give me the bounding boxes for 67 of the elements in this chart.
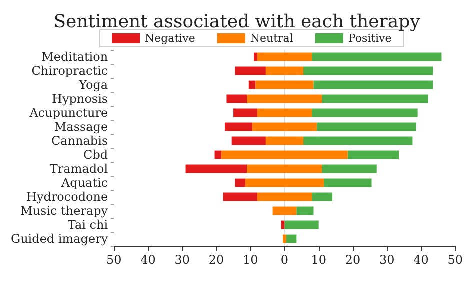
y-tick-label: Cbd — [84, 148, 108, 162]
y-tick-label: Tramadol — [50, 162, 108, 176]
bar — [186, 164, 248, 174]
legend-label: Neutral — [250, 32, 294, 45]
bar — [226, 94, 248, 104]
x-tick-label: 20 — [208, 253, 224, 267]
bar — [234, 108, 258, 118]
bar — [266, 66, 304, 76]
y-tick-label: Chiropractic — [32, 64, 108, 78]
bar — [284, 220, 319, 230]
x-tick-label: 30 — [174, 253, 190, 267]
y-tick-label: Hypnosis — [52, 92, 108, 106]
bar — [254, 52, 258, 62]
y-tick-label: Hydrocodone — [26, 190, 108, 204]
bar — [266, 136, 304, 146]
bar — [304, 136, 413, 146]
bar — [312, 108, 418, 118]
bar — [348, 150, 400, 160]
x-tick-label: 10 — [242, 253, 258, 267]
bar — [322, 164, 377, 174]
y-tick-label: Guided imagery — [10, 232, 108, 246]
bar — [222, 150, 348, 160]
bar — [312, 192, 333, 202]
bar — [314, 80, 434, 90]
bar — [286, 234, 297, 244]
x-tick-label: 40 — [140, 253, 156, 267]
legend-label: Negative — [145, 32, 196, 45]
bar — [312, 52, 442, 62]
bar — [232, 136, 266, 146]
bar — [247, 164, 322, 174]
y-tick-label: Massage — [54, 120, 108, 134]
bar — [235, 66, 266, 76]
chart-title: Sentiment associated with each therapy — [54, 12, 422, 32]
bar — [257, 52, 312, 62]
y-tick-label: Yoga — [78, 78, 108, 92]
bar — [317, 122, 416, 132]
bar — [248, 80, 256, 90]
x-tick-label: 50 — [448, 253, 464, 267]
x-tick-label: 40 — [414, 253, 429, 267]
bar — [257, 108, 312, 118]
bar — [256, 80, 314, 90]
bar — [214, 150, 222, 160]
y-tick-label: Cannabis — [51, 134, 108, 148]
bar — [225, 122, 252, 132]
bar — [247, 94, 322, 104]
y-tick-label: Meditation — [42, 50, 108, 64]
legend-label: Positive — [348, 32, 392, 45]
bar — [257, 192, 312, 202]
x-tick-label: 20 — [345, 253, 361, 267]
x-tick-label: 10 — [311, 253, 326, 267]
bar — [304, 66, 434, 76]
bar — [235, 178, 246, 188]
y-tick-label: Tai chi — [68, 218, 108, 232]
y-tick-label: Acupuncture — [28, 106, 108, 120]
bar — [322, 94, 428, 104]
x-tick-label: 0 — [280, 253, 289, 267]
bar — [324, 178, 372, 188]
bar — [283, 234, 286, 244]
y-tick-label: Aquatic — [60, 176, 108, 190]
bar — [296, 206, 314, 216]
bar — [252, 122, 318, 132]
bar — [223, 192, 258, 202]
bar — [272, 206, 297, 216]
bar — [245, 178, 324, 188]
y-tick-label: Music therapy — [20, 204, 108, 218]
x-tick-label: 50 — [106, 253, 122, 267]
x-tick-label: 30 — [379, 253, 395, 267]
